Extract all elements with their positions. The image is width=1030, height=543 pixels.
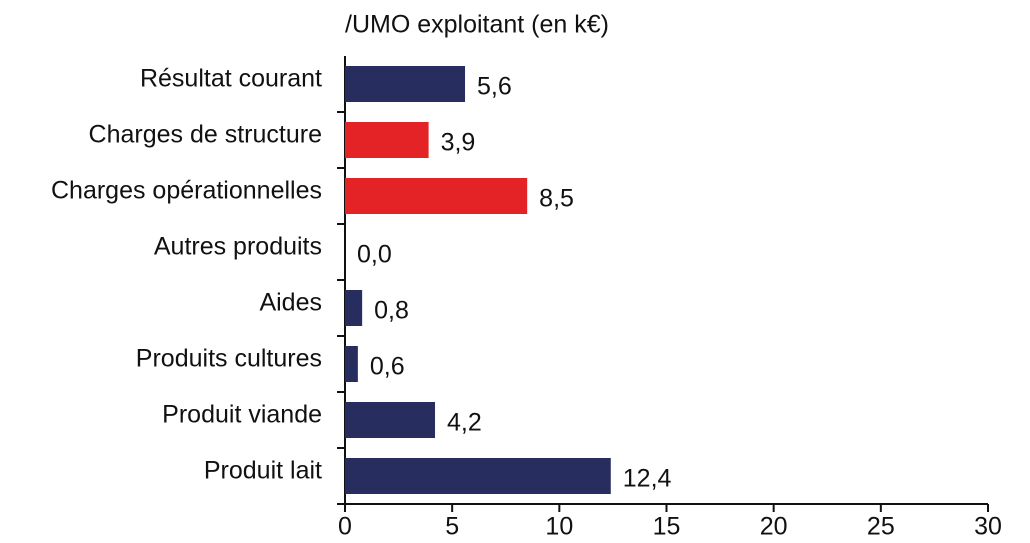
y-tick-label: Charges de structure	[89, 121, 322, 149]
y-tick-label: Résultat courant	[140, 65, 322, 93]
value-label: 3,9	[441, 129, 476, 157]
x-tick-label: 10	[545, 513, 573, 541]
x-tick-label: 0	[338, 513, 352, 541]
y-tick-label: Produits cultures	[136, 345, 322, 373]
value-label: 8,5	[539, 185, 574, 213]
x-tick-label: 20	[760, 513, 788, 541]
x-tick-label: 25	[867, 513, 895, 541]
value-label: 0,8	[374, 297, 409, 325]
value-label: 5,6	[477, 73, 512, 101]
value-label: 0,0	[357, 241, 392, 269]
y-tick-label: Produit lait	[204, 457, 322, 485]
x-tick-label: 15	[653, 513, 681, 541]
bar	[345, 402, 436, 438]
value-label: 4,2	[447, 409, 482, 437]
bar	[345, 290, 363, 326]
bar	[345, 458, 611, 494]
value-label: 12,4	[623, 465, 672, 493]
y-tick-label: Charges opérationnelles	[51, 177, 322, 205]
x-tick-label: 30	[974, 513, 1002, 541]
bar	[345, 346, 358, 382]
y-tick-label: Aides	[259, 289, 322, 317]
bar	[345, 178, 528, 214]
bar	[345, 66, 466, 102]
chart-title: /UMO exploitant (en k€)	[345, 11, 609, 39]
y-tick-label: Autres produits	[154, 233, 322, 261]
bar	[345, 122, 429, 158]
x-tick-label: 5	[445, 513, 459, 541]
y-tick-label: Produit viande	[162, 401, 322, 429]
value-label: 0,6	[370, 353, 405, 381]
